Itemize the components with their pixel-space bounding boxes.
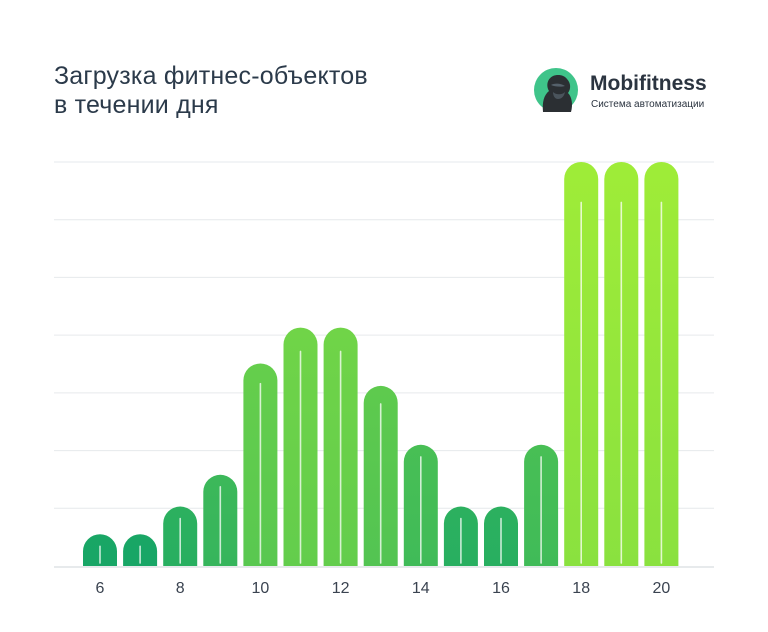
bar-9 — [203, 474, 238, 566]
bar-8 — [163, 506, 198, 566]
bar-11 — [283, 327, 318, 566]
x-tick-label: 10 — [252, 580, 270, 597]
bar-18 — [564, 162, 599, 567]
bar-6 — [83, 534, 117, 566]
bar-19 — [604, 162, 639, 567]
bar-14 — [403, 444, 438, 566]
x-tick-label: 6 — [96, 580, 105, 597]
x-tick-label: 20 — [653, 580, 671, 597]
chart-title: Загрузка фитнес-объектов в течении дня — [54, 62, 368, 120]
brand-name: Mobifitness — [590, 72, 707, 95]
x-tick-label: 14 — [412, 580, 430, 597]
bar-20 — [644, 162, 679, 567]
x-tick-label: 18 — [572, 580, 590, 597]
bar-15 — [443, 506, 478, 566]
bar-13 — [363, 385, 398, 566]
x-tick-label: 12 — [332, 580, 350, 597]
x-tick-label: 8 — [176, 580, 185, 597]
bar-7 — [123, 534, 158, 566]
bar-layer — [83, 162, 679, 567]
bar-10 — [243, 363, 278, 566]
brand: Mobifitness Система автоматизации — [534, 68, 734, 114]
bar-12 — [323, 327, 358, 566]
chart-title-line-2: в течении дня — [54, 91, 219, 119]
gorilla-logo-icon — [534, 68, 578, 112]
x-tick-label: 16 — [492, 580, 510, 597]
brand-subtitle: Система автоматизации — [591, 99, 705, 110]
x-tick-layer: 6 8 10 12 14 16 18 20 — [96, 580, 671, 597]
chart-title-line-1: Загрузка фитнес-объектов — [54, 62, 368, 90]
bar-16 — [484, 506, 518, 566]
bar-17 — [524, 444, 559, 566]
